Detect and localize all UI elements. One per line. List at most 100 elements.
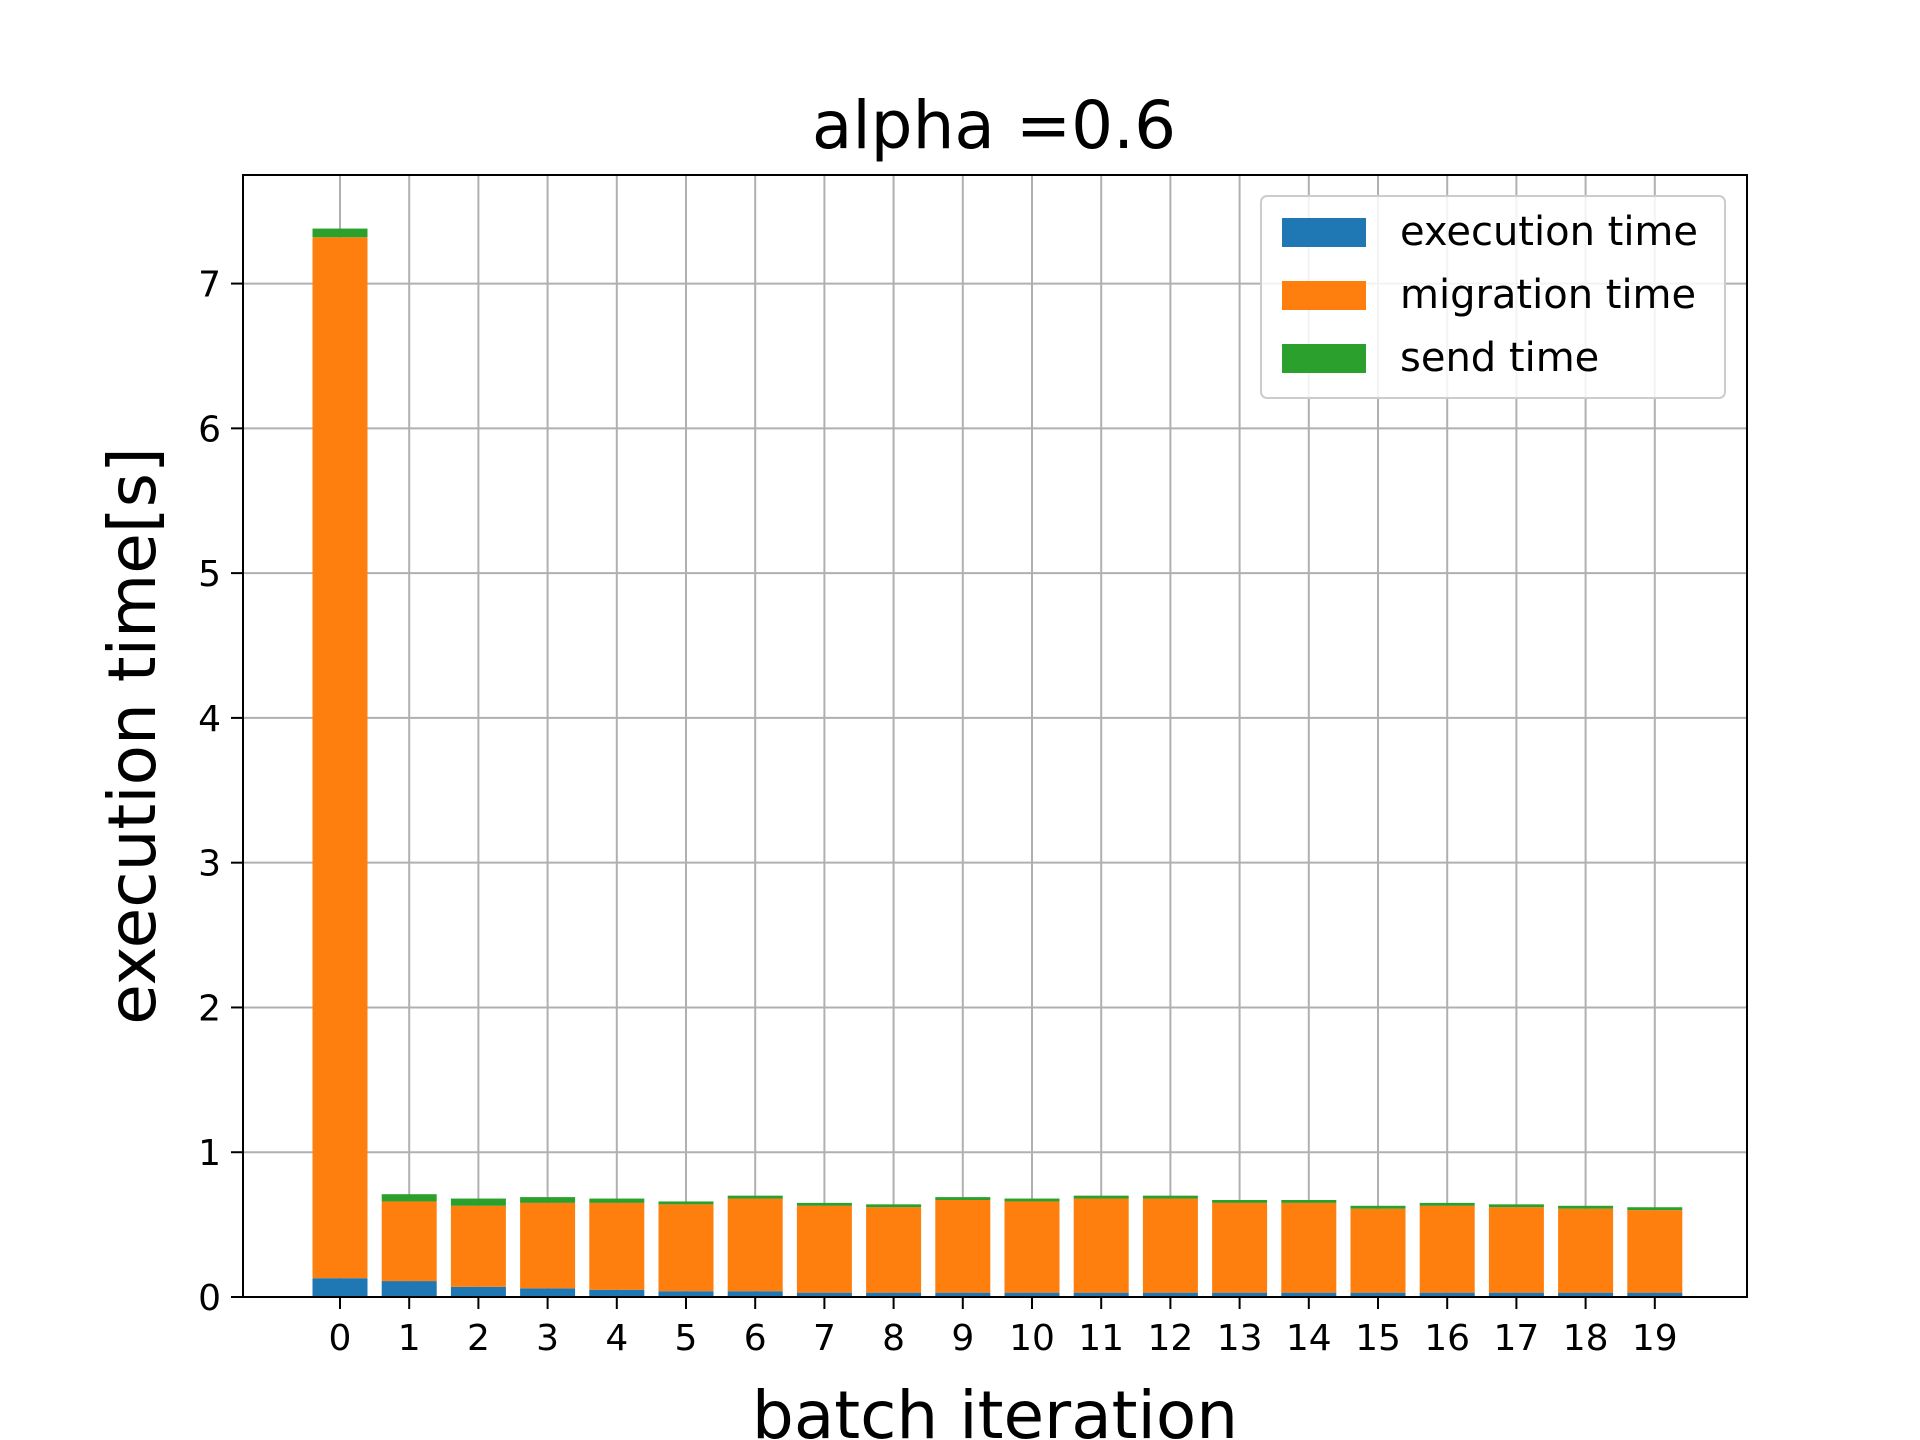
x-tick-label: 18 [1563,1318,1609,1359]
x-tick-label: 0 [329,1318,352,1359]
bar-execution-time-9 [935,1292,991,1297]
bar-execution-time-6 [727,1291,783,1297]
bar-migration-time-2 [450,1205,506,1287]
bar-migration-time-4 [589,1202,645,1290]
y-tick-label: 6 [198,409,221,450]
legend-label: migration time [1400,272,1696,318]
bar-migration-time-9 [935,1200,991,1293]
plot-frame [242,174,1748,1298]
legend: execution time migration time send time [1260,195,1726,399]
x-tick-label: 8 [882,1318,905,1359]
bar-migration-time-12 [1142,1198,1198,1293]
bar-execution-time-14 [1281,1292,1337,1297]
y-tick-label: 0 [198,1278,221,1319]
legend-swatch [1282,344,1366,373]
x-tick-label: 14 [1286,1318,1332,1359]
x-tick-label: 2 [467,1318,490,1359]
bar-execution-time-4 [589,1289,645,1297]
bar-execution-time-3 [520,1288,576,1297]
bar-execution-time-16 [1419,1292,1475,1297]
bars [312,228,1683,1297]
bar-migration-time-19 [1627,1210,1683,1293]
bar-execution-time-18 [1558,1292,1614,1297]
y-tick-label: 5 [198,554,221,595]
bar-send-time-3 [520,1197,576,1203]
bar-execution-time-15 [1350,1292,1406,1297]
bar-execution-time-13 [1212,1292,1268,1297]
bar-execution-time-8 [866,1292,922,1297]
y-axis: 0 1 2 3 4 5 6 7 [198,265,243,1319]
legend-swatch [1282,281,1366,310]
bar-execution-time-12 [1142,1292,1198,1297]
x-tick-label: 9 [951,1318,974,1359]
bar-migration-time-1 [381,1201,437,1282]
legend-label: send time [1400,335,1599,381]
y-tick-label: 2 [198,988,221,1029]
x-tick-label: 12 [1147,1318,1193,1359]
x-tick-label: 15 [1355,1318,1401,1359]
bar-send-time-17 [1488,1204,1544,1208]
bar-send-time-12 [1142,1195,1198,1199]
y-axis-label: execution time[s] [94,447,171,1025]
x-axis-label: batch iteration [752,1377,1238,1440]
bar-migration-time-5 [658,1204,714,1292]
bar-migration-time-15 [1350,1208,1406,1293]
bar-migration-time-0 [312,237,368,1279]
bar-send-time-6 [727,1195,783,1199]
bar-send-time-1 [381,1194,437,1202]
y-tick-label: 7 [198,265,221,306]
x-tick-label: 7 [813,1318,836,1359]
bar-execution-time-7 [796,1292,852,1297]
bar-send-time-5 [658,1201,714,1205]
bar-send-time-0 [312,228,368,238]
bar-send-time-8 [866,1204,922,1208]
bar-migration-time-10 [1004,1201,1060,1293]
x-tick-label: 6 [744,1318,767,1359]
x-tick-label: 10 [1009,1318,1055,1359]
x-tick-label: 5 [675,1318,698,1359]
bar-send-time-19 [1627,1207,1683,1211]
bar-send-time-18 [1558,1205,1614,1209]
x-axis: 0 1 2 3 4 5 6 7 8 9 10 11 12 13 14 15 16 17 18 19 [329,1297,1678,1359]
bar-execution-time-1 [381,1281,437,1297]
x-tick-label: 19 [1632,1318,1678,1359]
bar-send-time-15 [1350,1205,1406,1209]
legend-label: execution time [1400,209,1698,255]
bar-migration-time-16 [1419,1205,1475,1293]
x-tick-label: 13 [1217,1318,1263,1359]
bar-send-time-13 [1212,1200,1268,1203]
bar-migration-time-17 [1488,1207,1544,1293]
bar-execution-time-5 [658,1291,714,1297]
bar-send-time-4 [589,1198,645,1203]
bar-send-time-2 [450,1198,506,1206]
bar-send-time-14 [1281,1200,1337,1203]
bar-execution-time-11 [1073,1292,1129,1297]
bar-migration-time-6 [727,1198,783,1292]
x-tick-label: 17 [1493,1318,1539,1359]
bar-migration-time-13 [1212,1202,1268,1293]
grid-lines [243,175,1747,1298]
chart-title: alpha =0.6 [812,87,1176,164]
bar-execution-time-19 [1627,1292,1683,1297]
bar-migration-time-7 [796,1205,852,1293]
bar-send-time-10 [1004,1198,1060,1202]
y-tick-label: 3 [198,844,221,885]
bar-send-time-11 [1073,1195,1129,1199]
bar-send-time-7 [796,1202,852,1206]
bar-send-time-16 [1419,1202,1475,1206]
bar-migration-time-14 [1281,1202,1337,1293]
bar-execution-time-17 [1488,1292,1544,1297]
bar-execution-time-0 [312,1278,368,1297]
bar-send-time-9 [935,1197,991,1201]
x-tick-label: 16 [1424,1318,1470,1359]
legend-box [1260,195,1726,399]
x-tick-label: 4 [605,1318,628,1359]
x-tick-label: 1 [398,1318,421,1359]
bar-execution-time-10 [1004,1292,1060,1297]
bar-migration-time-3 [520,1202,576,1289]
x-tick-label: 3 [536,1318,559,1359]
y-tick-label: 4 [198,699,221,740]
legend-swatch [1282,218,1366,247]
bar-migration-time-18 [1558,1208,1614,1293]
